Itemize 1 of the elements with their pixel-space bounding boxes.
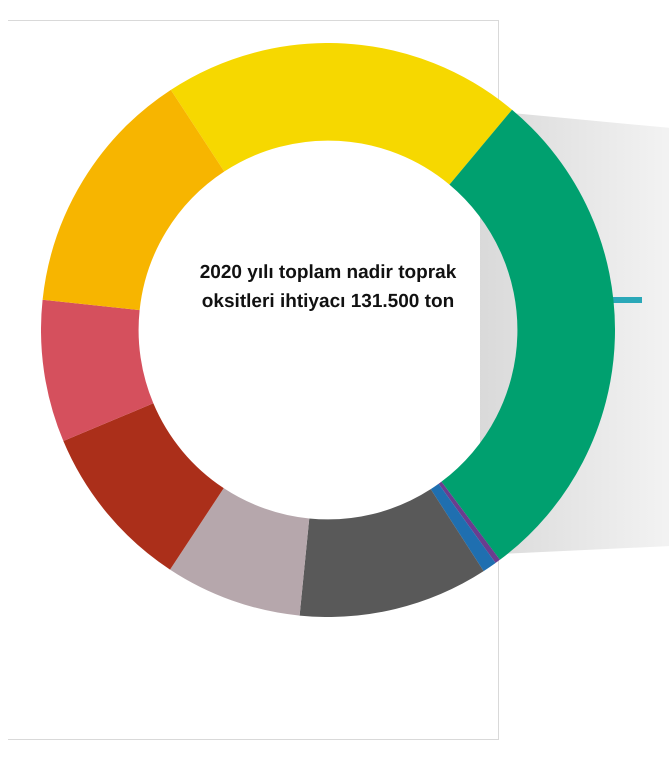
text: 2020 yılı toplam nadir toprak oksitleri ihtiyacı 131.500 ton — [198, 261, 458, 314]
